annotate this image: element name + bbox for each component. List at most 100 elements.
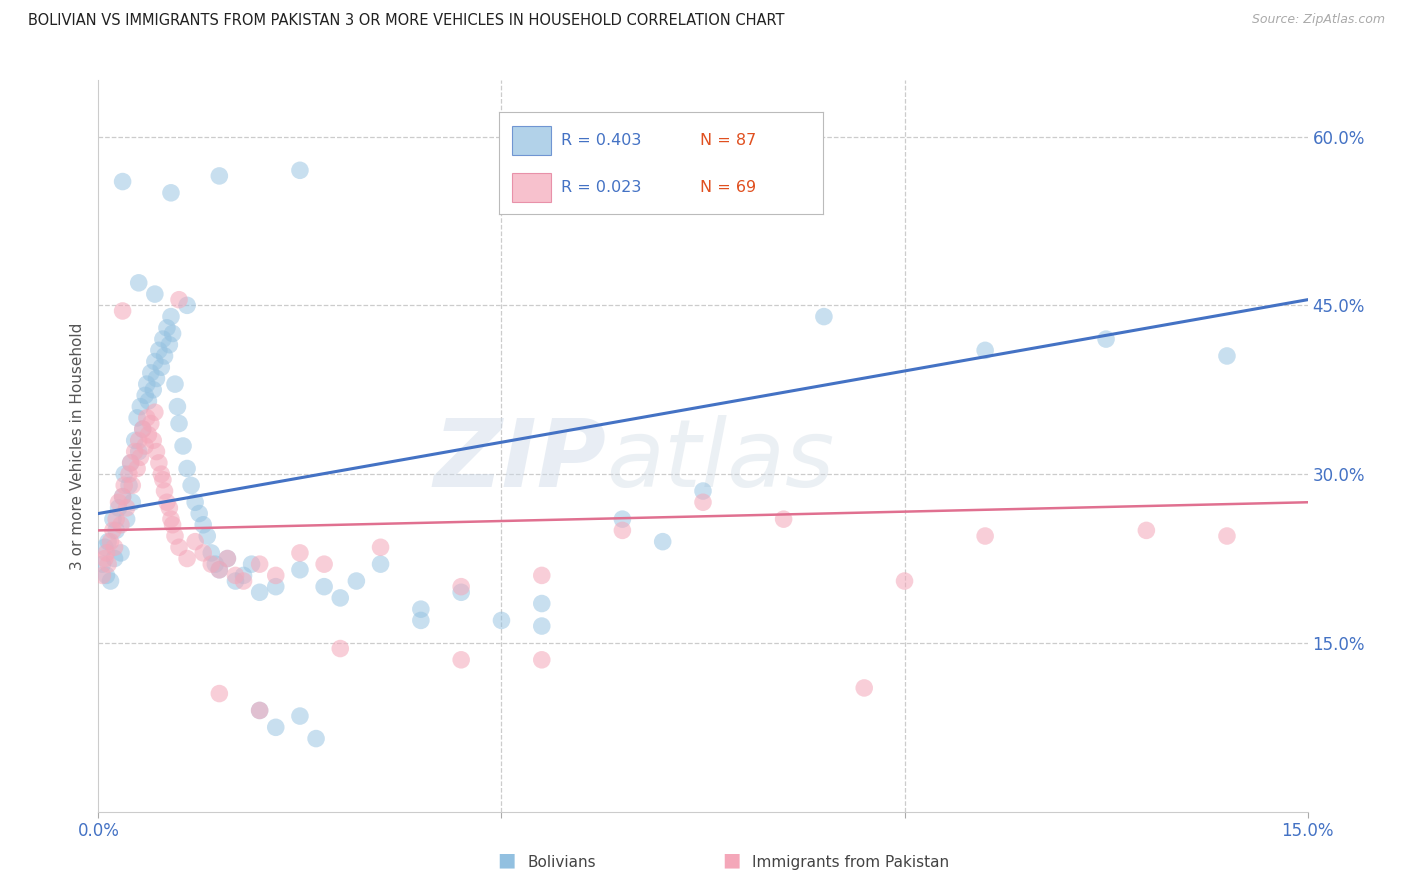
- Point: [100, 574, 122, 588]
- Text: Immigrants from Pakistan: Immigrants from Pakistan: [752, 855, 949, 870]
- Point: [249, 703, 271, 717]
- Point: [115, 500, 138, 515]
- Point: [150, 360, 173, 375]
- Point: [530, 653, 553, 667]
- Point: [264, 720, 287, 734]
- Text: ■: ■: [721, 851, 741, 870]
- Point: [612, 524, 634, 538]
- Point: [813, 310, 835, 324]
- Point: [143, 354, 166, 368]
- Point: [530, 619, 553, 633]
- Point: [121, 478, 143, 492]
- Point: [232, 568, 254, 582]
- Point: [1216, 529, 1239, 543]
- Point: [224, 568, 246, 582]
- Point: [100, 534, 122, 549]
- Point: [145, 444, 167, 458]
- Point: [450, 653, 472, 667]
- Point: [127, 410, 149, 425]
- Point: [152, 332, 174, 346]
- Point: [612, 512, 634, 526]
- Point: [134, 388, 156, 402]
- Point: [193, 546, 215, 560]
- Point: [128, 276, 150, 290]
- Point: [450, 580, 472, 594]
- Point: [135, 410, 157, 425]
- Point: [288, 709, 311, 723]
- Point: [110, 546, 132, 560]
- Point: [156, 321, 179, 335]
- Point: [160, 310, 183, 324]
- Point: [249, 703, 271, 717]
- Point: [176, 461, 198, 475]
- Point: [157, 337, 180, 351]
- Y-axis label: 3 or more Vehicles in Household: 3 or more Vehicles in Household: [70, 322, 86, 570]
- Point: [974, 529, 997, 543]
- Point: [103, 541, 125, 555]
- Text: Bolivians: Bolivians: [527, 855, 596, 870]
- FancyBboxPatch shape: [512, 126, 551, 154]
- FancyBboxPatch shape: [512, 173, 551, 202]
- Point: [139, 366, 162, 380]
- Point: [200, 546, 222, 560]
- Point: [111, 175, 134, 189]
- Point: [180, 478, 202, 492]
- Point: [305, 731, 328, 746]
- Point: [172, 439, 194, 453]
- Point: [329, 591, 352, 605]
- Point: [91, 568, 114, 582]
- Point: [772, 512, 794, 526]
- Point: [142, 434, 165, 448]
- Point: [105, 524, 128, 538]
- Point: [217, 551, 239, 566]
- Point: [160, 512, 183, 526]
- Point: [101, 524, 124, 538]
- Point: [153, 349, 176, 363]
- Point: [94, 551, 117, 566]
- Point: [217, 551, 239, 566]
- Point: [143, 287, 166, 301]
- Point: [153, 483, 176, 498]
- Point: [150, 467, 173, 482]
- Point: [160, 186, 183, 200]
- Point: [97, 534, 120, 549]
- Point: [249, 557, 271, 571]
- Point: [138, 394, 160, 409]
- Point: [314, 580, 336, 594]
- Point: [167, 293, 190, 307]
- Point: [853, 681, 876, 695]
- Point: [107, 495, 129, 509]
- Point: [132, 422, 155, 436]
- Point: [94, 541, 117, 555]
- Point: [176, 298, 198, 312]
- Point: [193, 517, 215, 532]
- Point: [264, 580, 287, 594]
- Point: [139, 417, 162, 431]
- Point: [167, 417, 190, 431]
- Point: [121, 495, 143, 509]
- Point: [204, 557, 226, 571]
- Text: atlas: atlas: [606, 415, 835, 506]
- Point: [249, 585, 271, 599]
- Point: [152, 473, 174, 487]
- Text: Source: ZipAtlas.com: Source: ZipAtlas.com: [1251, 13, 1385, 27]
- Point: [101, 512, 124, 526]
- Point: [1216, 349, 1239, 363]
- Point: [91, 557, 114, 571]
- Point: [120, 456, 142, 470]
- Point: [314, 557, 336, 571]
- Point: [163, 377, 186, 392]
- Point: [105, 512, 128, 526]
- Point: [167, 541, 190, 555]
- Point: [450, 585, 472, 599]
- Point: [148, 456, 170, 470]
- Point: [138, 427, 160, 442]
- Point: [264, 568, 287, 582]
- Point: [370, 541, 392, 555]
- Point: [409, 602, 432, 616]
- Text: ZIP: ZIP: [433, 415, 606, 507]
- Text: N = 87: N = 87: [700, 133, 756, 148]
- Point: [107, 500, 129, 515]
- Point: [491, 614, 513, 628]
- Point: [124, 434, 146, 448]
